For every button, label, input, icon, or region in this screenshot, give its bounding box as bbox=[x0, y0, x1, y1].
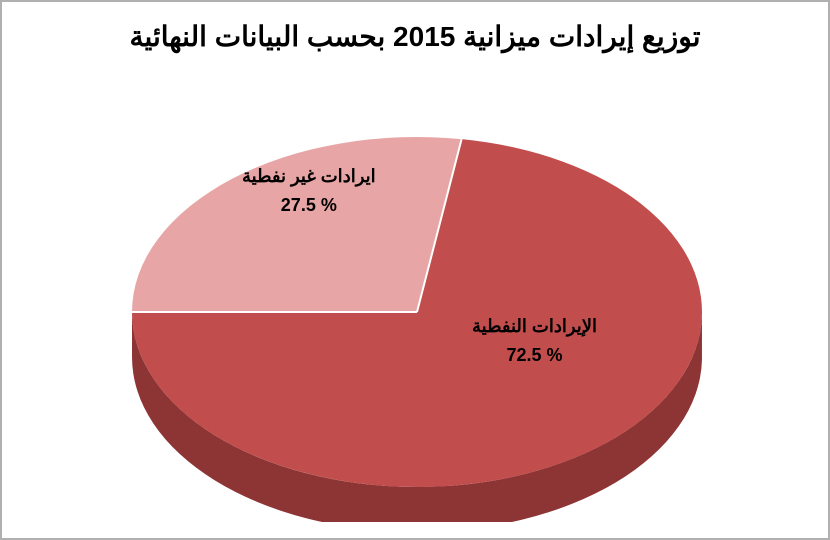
chart-frame: توزيع إيرادات ميزانية 2015 بحسب البيانات… bbox=[0, 0, 830, 540]
slice-non-oil-value: % 27.5 bbox=[281, 195, 337, 215]
slice-non-oil-name: ايرادات غير نفطية bbox=[242, 166, 376, 186]
pie-chart: ايرادات غير نفطية % 27.5 الإيرادات النفط… bbox=[2, 2, 830, 522]
slice-oil-name: الإيرادات النفطية bbox=[472, 316, 597, 336]
slice-oil-value: % 72.5 bbox=[506, 345, 562, 365]
slice-label-non-oil: ايرادات غير نفطية % 27.5 bbox=[242, 162, 376, 220]
slice-label-oil: الإيرادات النفطية % 72.5 bbox=[472, 312, 597, 370]
pie-svg bbox=[2, 2, 830, 522]
